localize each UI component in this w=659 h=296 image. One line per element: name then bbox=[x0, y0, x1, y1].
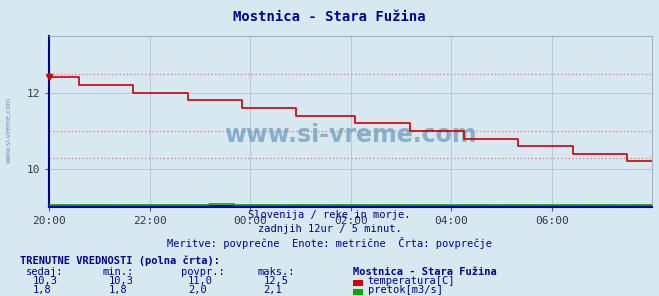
Text: 2,1: 2,1 bbox=[264, 285, 282, 295]
Text: 1,8: 1,8 bbox=[33, 285, 51, 295]
Text: 10,3: 10,3 bbox=[109, 276, 134, 286]
Text: 10,3: 10,3 bbox=[33, 276, 58, 286]
Text: Meritve: povprečne  Enote: metrične  Črta: povprečje: Meritve: povprečne Enote: metrične Črta:… bbox=[167, 237, 492, 249]
Text: 1,8: 1,8 bbox=[109, 285, 127, 295]
Text: 12,5: 12,5 bbox=[264, 276, 289, 286]
Text: www.si-vreme.com: www.si-vreme.com bbox=[225, 123, 477, 147]
Text: zadnjih 12ur / 5 minut.: zadnjih 12ur / 5 minut. bbox=[258, 224, 401, 234]
Text: maks.:: maks.: bbox=[257, 267, 295, 277]
Text: 2,0: 2,0 bbox=[188, 285, 206, 295]
Text: povpr.:: povpr.: bbox=[181, 267, 225, 277]
Text: pretok[m3/s]: pretok[m3/s] bbox=[368, 285, 443, 295]
Text: min.:: min.: bbox=[102, 267, 133, 277]
Text: Mostnica - Stara Fužina: Mostnica - Stara Fužina bbox=[353, 267, 496, 277]
Text: Mostnica - Stara Fužina: Mostnica - Stara Fužina bbox=[233, 10, 426, 24]
Text: temperatura[C]: temperatura[C] bbox=[368, 276, 455, 286]
Text: Slovenija / reke in morje.: Slovenija / reke in morje. bbox=[248, 210, 411, 220]
Text: www.si-vreme.com: www.si-vreme.com bbox=[5, 97, 11, 163]
Text: 11,0: 11,0 bbox=[188, 276, 213, 286]
Text: TRENUTNE VREDNOSTI (polna črta):: TRENUTNE VREDNOSTI (polna črta): bbox=[20, 255, 219, 266]
Text: sedaj:: sedaj: bbox=[26, 267, 64, 277]
